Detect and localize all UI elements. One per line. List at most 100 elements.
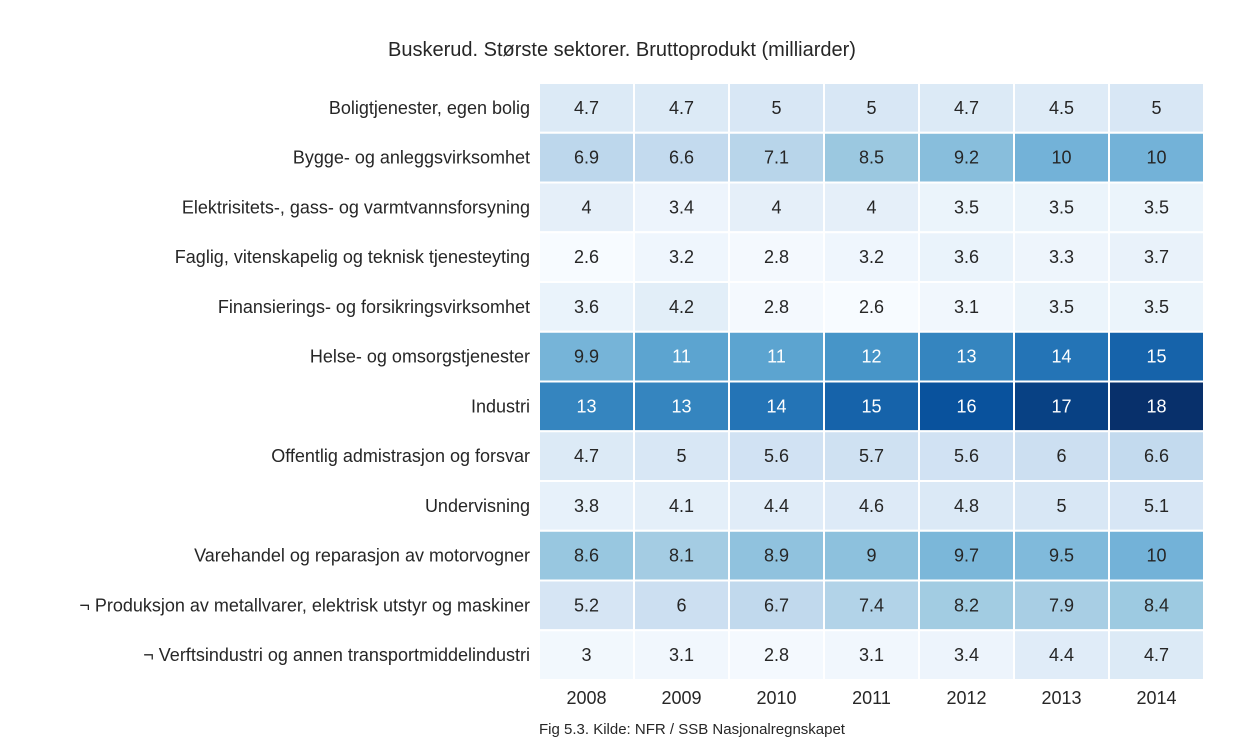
row-label: Boligtjenester, egen bolig <box>329 98 530 118</box>
heatmap-cell <box>918 380 1015 433</box>
cell-value-label: 9.7 <box>954 546 979 566</box>
heatmap-cell <box>633 181 730 234</box>
cell-value-label: 4.6 <box>859 496 884 516</box>
cell-value-label: 3.4 <box>669 197 694 217</box>
cell-value-label: 14 <box>1051 347 1071 367</box>
column-label: 2010 <box>756 688 796 708</box>
column-labels: 2008 2009 2010 2011 2012 2013 2014 <box>566 688 1176 708</box>
row-label: ¬ Produksjon av metallvarer, elektrisk u… <box>79 595 530 615</box>
heatmap-cell <box>823 380 920 433</box>
cell-value-label: 5 <box>1056 496 1066 516</box>
heatmap-cell <box>918 181 1015 234</box>
heatmap-cell <box>918 480 1015 532</box>
cell-value-label: 4.7 <box>574 446 599 466</box>
cell-value-label: 3.1 <box>669 645 694 665</box>
cell-value-label: 4 <box>581 197 591 217</box>
cell-value-label: 4 <box>866 197 876 217</box>
cell-value-label: 3.2 <box>859 247 884 267</box>
cell-value-label: 5 <box>771 98 781 118</box>
cell-value-label: 7.1 <box>764 148 789 168</box>
heatmap-cell <box>1108 380 1205 433</box>
cell-value-label: 3.5 <box>1144 297 1169 317</box>
heatmap-cell <box>918 579 1015 632</box>
column-label: 2012 <box>946 688 986 708</box>
cell-value-label: 4.2 <box>669 297 694 317</box>
heatmap-cell <box>918 629 1015 681</box>
cell-value-label: 4.8 <box>954 496 979 516</box>
column-label: 2009 <box>661 688 701 708</box>
cell-value-label: 4.4 <box>764 496 789 516</box>
cell-value-label: 5 <box>1151 98 1161 118</box>
cell-value-label: 6.9 <box>574 148 599 168</box>
cell-value-label: 3.4 <box>954 645 979 665</box>
heatmap-cell <box>538 82 635 134</box>
heatmap-cell <box>728 529 825 582</box>
cell-value-label: 7.9 <box>1049 595 1074 615</box>
cell-value-label: 11 <box>672 347 691 367</box>
column-label: 2013 <box>1041 688 1081 708</box>
cell-value-label: 13 <box>576 396 596 416</box>
heatmap-cell <box>633 579 730 632</box>
cell-value-label: 8.6 <box>574 546 599 566</box>
cell-value-label: 6 <box>1056 446 1066 466</box>
row-labels: Boligtjenester, egen bolig Bygge- og anle… <box>79 98 530 665</box>
heatmap-cell <box>728 480 825 532</box>
heatmap-cell <box>633 629 730 681</box>
chart-title: Buskerud. Største sektorer. Bruttoproduk… <box>388 39 856 61</box>
row-label: Finansierings- og forsikringsvirksomhet <box>218 297 530 317</box>
heatmap-cell <box>1108 629 1205 681</box>
heatmap-cell <box>1013 82 1110 134</box>
cell-value-label: 3.3 <box>1049 247 1074 267</box>
heatmap-cell <box>633 231 730 283</box>
cell-value-label: 11 <box>767 347 786 367</box>
heatmap-cell <box>633 430 730 482</box>
cell-value-label: 2.6 <box>859 297 884 317</box>
cell-value-label: 7.4 <box>859 595 884 615</box>
cell-value-label: 9.9 <box>574 347 599 367</box>
cell-value-label: 5 <box>866 98 876 118</box>
column-label: 2011 <box>852 688 891 708</box>
cell-value-label: 3.5 <box>1144 197 1169 217</box>
cell-value-label: 2.8 <box>764 645 789 665</box>
cell-value-label: 4.4 <box>1049 645 1074 665</box>
cell-value-label: 3.8 <box>574 496 599 516</box>
cell-value-label: 9.5 <box>1049 546 1074 566</box>
cell-value-label: 10 <box>1146 546 1166 566</box>
heatmap-cell <box>823 529 920 582</box>
cell-value-label: 6.6 <box>669 148 694 168</box>
heatmap-cell <box>1013 529 1110 582</box>
heatmap-cell <box>1108 579 1205 632</box>
cell-value-label: 3.6 <box>574 297 599 317</box>
heatmap-cell <box>1013 430 1110 482</box>
heatmap-cell <box>918 430 1015 482</box>
cell-value-label: 5 <box>676 446 686 466</box>
cell-value-label: 10 <box>1146 148 1166 168</box>
cell-value-label: 5.1 <box>1144 496 1169 516</box>
heatmap-cell <box>728 131 825 184</box>
heatmap-cell <box>1108 330 1205 383</box>
cell-value-label: 3.7 <box>1144 247 1169 267</box>
cell-value-label: 8.4 <box>1144 595 1169 615</box>
cell-value-label: 14 <box>766 396 786 416</box>
heatmap-cell <box>918 131 1015 184</box>
heatmap-cell <box>1108 181 1205 234</box>
cell-value-label: 9.2 <box>954 148 979 168</box>
cell-value-label: 8.2 <box>954 595 979 615</box>
row-label: Offentlig admistrasjon og forsvar <box>271 446 530 466</box>
cell-value-label: 3.2 <box>669 247 694 267</box>
cell-value-label: 5.6 <box>954 446 979 466</box>
heatmap-cell <box>538 430 635 482</box>
row-label: Varehandel og reparasjon av motorvogner <box>194 546 530 566</box>
column-label: 2008 <box>566 688 606 708</box>
cell-value-label: 6 <box>676 595 686 615</box>
cell-value-label: 6.7 <box>764 595 789 615</box>
cell-value-label: 3.5 <box>1049 197 1074 217</box>
row-label: ¬ Verftsindustri og annen transportmidde… <box>143 645 530 665</box>
cell-value-label: 17 <box>1051 396 1071 416</box>
heatmap-cell <box>1108 430 1205 482</box>
heatmap-cell <box>538 529 635 582</box>
row-label: Industri <box>471 396 530 416</box>
heatmap-cell <box>1013 579 1110 632</box>
cell-value-label: 5.2 <box>574 595 599 615</box>
cell-value-label: 9 <box>866 546 876 566</box>
